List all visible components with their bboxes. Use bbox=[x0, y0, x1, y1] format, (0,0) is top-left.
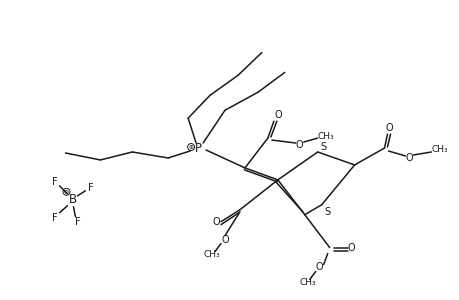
Text: O: O bbox=[385, 123, 392, 133]
Text: S: S bbox=[320, 142, 326, 152]
Text: F: F bbox=[87, 183, 93, 193]
Text: O: O bbox=[315, 262, 323, 272]
Text: B: B bbox=[68, 193, 76, 206]
Text: CH₃: CH₃ bbox=[203, 250, 220, 259]
Text: O: O bbox=[212, 217, 219, 227]
Text: O: O bbox=[274, 110, 281, 120]
Text: CH₃: CH₃ bbox=[317, 132, 334, 141]
Text: F: F bbox=[74, 217, 80, 227]
Text: F: F bbox=[51, 177, 57, 187]
Text: O: O bbox=[347, 242, 355, 253]
Text: CH₃: CH₃ bbox=[299, 278, 315, 287]
Text: O: O bbox=[295, 140, 303, 150]
Text: ⊖: ⊖ bbox=[64, 190, 69, 195]
Text: ⊕: ⊕ bbox=[188, 145, 193, 150]
Text: O: O bbox=[221, 235, 228, 244]
Text: S: S bbox=[324, 207, 330, 217]
Text: F: F bbox=[51, 213, 57, 223]
Text: CH₃: CH₃ bbox=[431, 146, 447, 154]
Text: O: O bbox=[405, 153, 412, 163]
Text: P: P bbox=[194, 142, 201, 154]
